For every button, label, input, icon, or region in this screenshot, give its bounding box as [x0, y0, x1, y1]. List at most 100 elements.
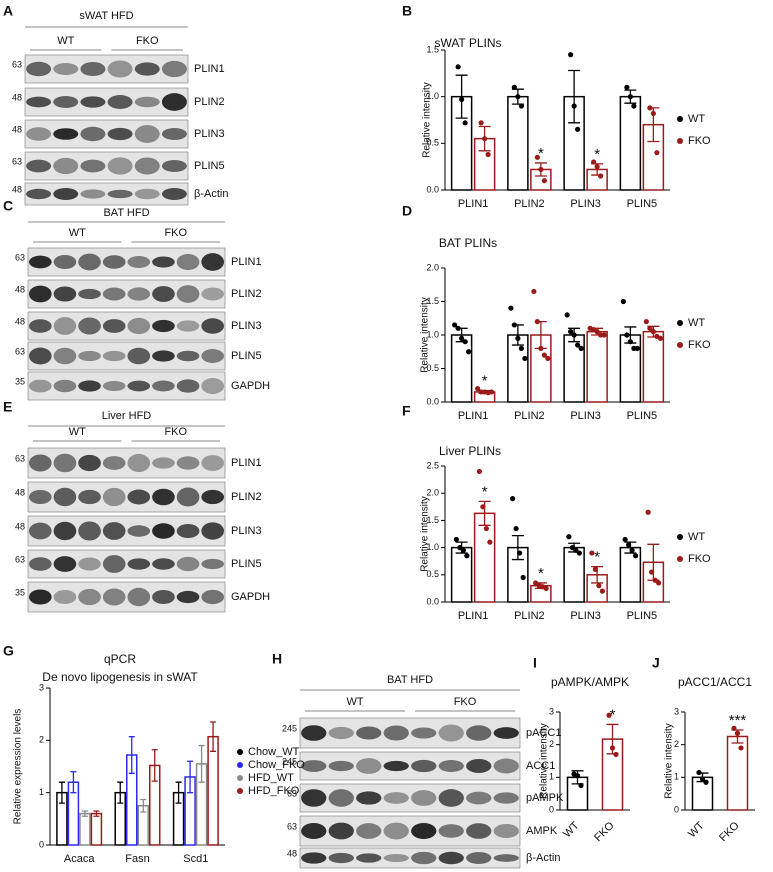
- blot-strip: [24, 87, 189, 117]
- blot-band: [28, 454, 52, 472]
- blot-band: [176, 487, 200, 507]
- blot-row-label: PLIN3: [231, 525, 262, 537]
- legend-label: HFD_FKO: [248, 785, 300, 797]
- x-tick-label: PLIN2: [514, 198, 545, 210]
- blot-band: [201, 455, 225, 471]
- blot-band: [176, 456, 200, 470]
- blot-band: [201, 318, 225, 334]
- blot-band: [134, 157, 160, 175]
- legend-marker: [677, 320, 683, 326]
- blot-band: [80, 189, 106, 199]
- y-tick-label: 0.5: [426, 569, 439, 579]
- blot-band: [161, 128, 187, 140]
- blot-band: [328, 822, 354, 840]
- data-point: [455, 64, 461, 70]
- significance: *: [610, 706, 616, 723]
- blot-band: [28, 255, 52, 269]
- mw-marker: 48: [15, 521, 25, 531]
- blot-band: [26, 159, 52, 173]
- data-point: [598, 173, 604, 179]
- blot-band: [78, 588, 101, 606]
- error-bar: [128, 736, 135, 774]
- blot-band: [127, 587, 151, 607]
- error-bar: [58, 781, 65, 804]
- blot-band: [152, 589, 175, 605]
- blot-row-label: β-Actin: [526, 852, 560, 864]
- legend-marker: [677, 534, 683, 540]
- data-point: [534, 319, 540, 325]
- x-tick-label: FKO: [592, 819, 617, 844]
- y-tick-label: 1.0: [426, 542, 439, 552]
- blot-strip: [24, 151, 189, 181]
- y-tick-label: 0.0: [426, 396, 439, 406]
- error-bar: [81, 810, 88, 817]
- blot-band: [26, 96, 52, 108]
- data-point: [627, 339, 633, 345]
- blot-row-label: PLIN1: [231, 256, 262, 268]
- legend-label: WT: [688, 113, 705, 125]
- y-tick-label: 1.5: [426, 296, 439, 306]
- x-tick-label: PLIN5: [627, 610, 658, 622]
- blot-band: [53, 128, 79, 140]
- group-label: WT: [69, 227, 86, 239]
- data-point: [576, 550, 582, 556]
- legend-marker: [237, 775, 243, 781]
- data-point: [575, 342, 581, 348]
- blot-band: [102, 287, 126, 301]
- data-point: [650, 329, 656, 335]
- legend-marker: [677, 342, 683, 348]
- data-point: [538, 166, 544, 173]
- blot-band: [383, 792, 409, 804]
- blot-band: [102, 487, 126, 507]
- blot-band: [102, 522, 126, 540]
- data-point: [518, 103, 524, 109]
- mw-marker: 63: [12, 156, 22, 166]
- x-tick-label: Acaca: [64, 853, 95, 865]
- data-point: [578, 782, 584, 789]
- data-point: [654, 150, 660, 156]
- blot-band: [107, 157, 133, 175]
- blot-band: [127, 453, 151, 473]
- blot-band: [176, 523, 200, 539]
- blot-band: [53, 255, 77, 269]
- blot-band: [383, 725, 409, 741]
- group-label: FKO: [164, 227, 187, 239]
- blot-strip: [299, 847, 521, 869]
- blot-band: [356, 758, 382, 774]
- legend-marker: [237, 762, 243, 768]
- data-point: [568, 329, 574, 335]
- blot-title: BAT HFD: [387, 674, 433, 686]
- blot-band: [152, 286, 175, 302]
- blot-row-label: PLIN3: [194, 128, 225, 140]
- blot-band: [161, 93, 187, 111]
- blot-row-label: PLIN5: [231, 350, 262, 362]
- chart-title: pACC1/ACC1: [678, 675, 752, 689]
- data-point: [513, 525, 519, 532]
- blot-row-label: PLIN1: [231, 457, 262, 469]
- blot-band: [152, 488, 175, 506]
- bar: [79, 812, 91, 846]
- blot-row-label: PLIN2: [231, 491, 262, 503]
- blot-band: [201, 349, 225, 363]
- data-point: [476, 468, 482, 475]
- blot-band: [152, 523, 175, 539]
- blot-band: [356, 853, 382, 863]
- data-point: [645, 509, 651, 515]
- data-point: [594, 329, 600, 335]
- mw-marker: 48: [15, 316, 25, 326]
- data-point: [534, 154, 540, 160]
- bar: [473, 512, 496, 603]
- mw-marker: 48: [12, 184, 22, 194]
- data-point: [511, 84, 517, 90]
- blot-band: [107, 95, 133, 109]
- x-tick-label: PLIN3: [570, 198, 601, 210]
- mw-marker: 48: [12, 124, 22, 134]
- bar: [207, 735, 219, 846]
- y-axis-label: Relative intensity: [420, 496, 431, 572]
- blot-band: [28, 379, 52, 393]
- y-axis-label: Relative intensity: [420, 297, 431, 373]
- legend-marker: [677, 138, 683, 144]
- data-point: [462, 339, 468, 345]
- blot-band: [102, 380, 126, 392]
